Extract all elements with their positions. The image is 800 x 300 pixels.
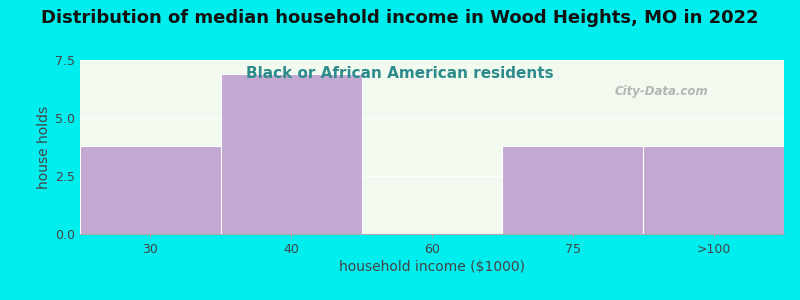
Text: City-Data.com: City-Data.com (615, 85, 709, 98)
Text: Distribution of median household income in Wood Heights, MO in 2022: Distribution of median household income … (41, 9, 759, 27)
Bar (643, 146, 784, 234)
X-axis label: household income ($1000): household income ($1000) (339, 260, 525, 274)
Bar (80, 146, 221, 234)
Text: Black or African American residents: Black or African American residents (246, 66, 554, 81)
Y-axis label: house holds: house holds (37, 105, 51, 189)
Bar (221, 74, 362, 234)
Bar (502, 146, 643, 234)
